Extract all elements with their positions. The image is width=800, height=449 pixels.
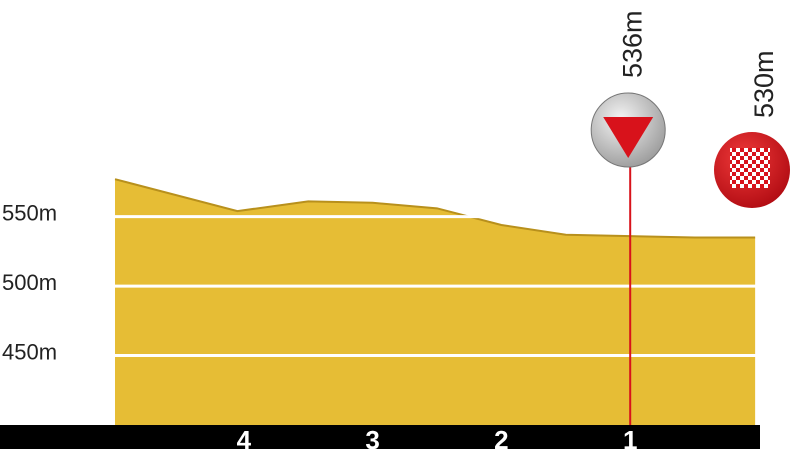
annotation: 536m [617,10,647,78]
x-tick-label: 4 [237,425,252,449]
finish-flag [730,148,770,188]
annotation: 530m [749,50,779,118]
x-tick-label: 2 [494,425,508,449]
x-axis-bar [0,425,760,449]
y-tick-label: 550m [2,200,57,225]
summit-triangle [603,117,654,158]
y-tick-label: 450m [2,339,57,364]
area [115,179,756,425]
x-tick-label: 5 [96,425,110,449]
x-tick-label: 1 [623,425,637,449]
y-tick-label: 500m [2,270,57,295]
x-tick-label: 3 [365,425,379,449]
